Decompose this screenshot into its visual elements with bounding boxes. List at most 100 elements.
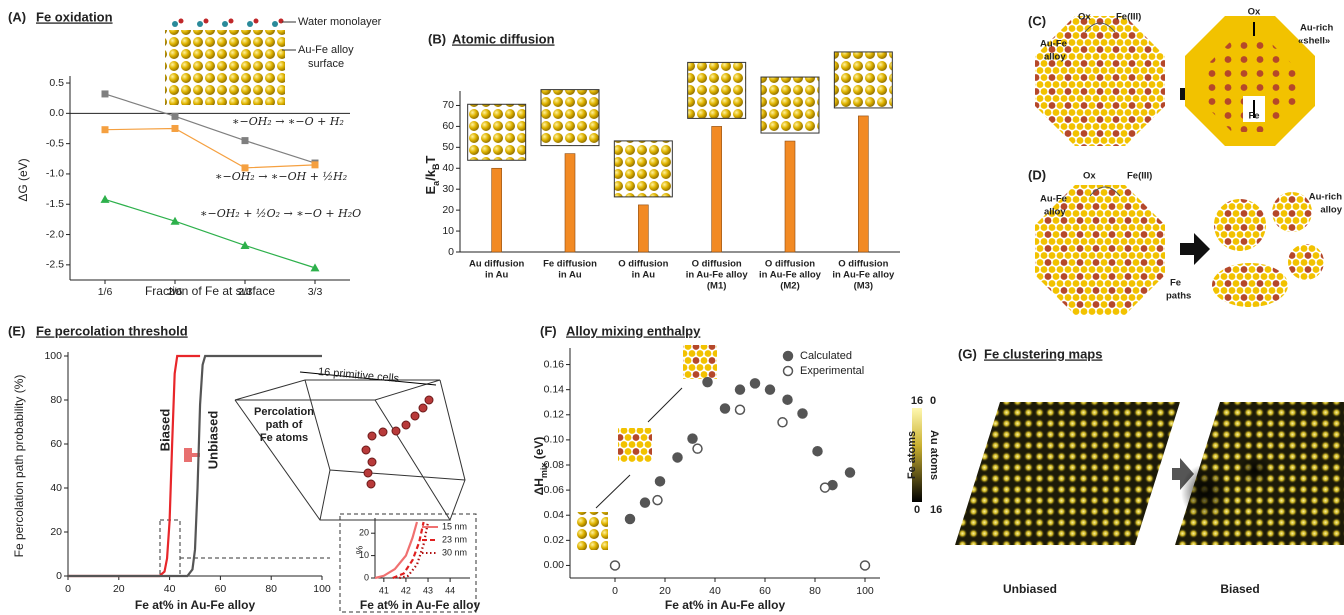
- structure-image: [613, 140, 673, 198]
- x-tick-label: in Au-Fe alloy: [759, 270, 822, 281]
- colorbar-label: 16: [930, 504, 942, 516]
- ylabel-part: (eV): [532, 437, 546, 463]
- y-tick-label: 0.14: [544, 383, 565, 395]
- structure-image: [760, 76, 820, 134]
- annotation: Fe atoms: [260, 432, 308, 444]
- x-tick-label: (M2): [780, 281, 800, 292]
- series-label: Biased: [157, 409, 172, 452]
- y-tick-label: 50: [442, 141, 454, 153]
- x-tick-label: in Au-Fe alloy: [686, 270, 749, 281]
- label: alloy: [1044, 52, 1066, 63]
- marker: [171, 124, 179, 132]
- y-tick-label: 0.00: [544, 559, 565, 571]
- x-tick-label: 80: [809, 585, 821, 597]
- cluster: [1288, 244, 1324, 280]
- ylabel-part: T: [423, 155, 438, 163]
- map-label: Biased: [1220, 582, 1259, 596]
- y-tick-label: 0.5: [49, 77, 64, 89]
- label: Fe(III): [1127, 171, 1152, 182]
- y-tick-label: -2.5: [46, 259, 64, 271]
- x-tick-label: 40: [709, 585, 721, 597]
- point: [702, 376, 713, 388]
- y-axis-label: Ea/kBT: [423, 155, 441, 194]
- label: Fe(III): [1116, 12, 1141, 23]
- series-label: ∗−OH₂ + ½O₂ → ∗−O + H₂O: [200, 207, 361, 220]
- y-tick-label: 60: [50, 438, 62, 450]
- marker: [241, 164, 249, 172]
- legend-label: 30 nm: [442, 547, 467, 557]
- dimension-arrow: [299, 371, 437, 386]
- arrow: [1180, 233, 1210, 265]
- point: [749, 378, 761, 389]
- ylabel-part: /k: [423, 169, 438, 181]
- x-tick-label: 43: [423, 585, 433, 595]
- ylabel-part: ΔH: [532, 478, 546, 495]
- x-axis-label: Fe at% in Au-Fe alloy: [665, 598, 786, 612]
- marker: [101, 126, 109, 134]
- x-tick-label: 2/3: [238, 286, 253, 298]
- point: [734, 404, 746, 416]
- panel-title: Fe clustering maps: [984, 346, 1102, 361]
- x-tick-label: O diffusion: [838, 259, 888, 270]
- x-tick-label: 60: [759, 585, 771, 597]
- point: [719, 403, 731, 414]
- y-axis-label: ΔG (eV): [16, 158, 30, 201]
- y-tick-label: 0.04: [544, 509, 565, 521]
- arrow: [647, 387, 683, 423]
- structure-image: [467, 103, 527, 161]
- point: [777, 417, 788, 428]
- y-tick-label: 0.02: [544, 534, 565, 546]
- panel-title: Fe percolation threshold: [36, 323, 188, 338]
- x-tick-label: Au diffusion: [469, 259, 525, 270]
- x-tick-label: 41: [379, 585, 389, 595]
- point: [734, 384, 746, 395]
- structure-image: [618, 428, 652, 462]
- y-tick-label: 0: [56, 570, 62, 582]
- y-tick-label: -0.5: [46, 137, 64, 149]
- label: Au-rich: [1309, 192, 1342, 203]
- cell-box: [234, 379, 466, 521]
- bar: [858, 115, 869, 253]
- structure-image: [683, 345, 717, 379]
- label: alloy: [1044, 207, 1066, 218]
- y-tick-label: 0.12: [544, 409, 565, 421]
- point: [609, 560, 621, 571]
- map-label: Unbiased: [1003, 582, 1057, 596]
- nanoparticle: [1035, 185, 1165, 315]
- marker: [171, 112, 179, 120]
- marker: [241, 137, 249, 145]
- y-tick-label: 100: [44, 350, 62, 362]
- label: Ox: [1248, 7, 1261, 18]
- colorbar-label: Au atoms: [928, 430, 940, 480]
- y-tick-label: 10: [442, 225, 454, 237]
- depleted-region: [1239, 456, 1271, 484]
- x-tick-label: 20: [113, 583, 125, 595]
- x-tick-label: 0: [65, 583, 71, 595]
- y-tick-label: 20: [359, 528, 369, 538]
- label: Au-rich: [1300, 23, 1333, 34]
- panel-label: (G): [958, 346, 977, 361]
- y-tick-label: -1.0: [46, 168, 64, 180]
- line: [104, 198, 316, 269]
- x-tick-label: in Au: [558, 270, 582, 281]
- y-tick-label: 80: [50, 394, 62, 406]
- point: [654, 476, 666, 487]
- label: alloy: [1320, 205, 1342, 216]
- y-tick-label: 30: [442, 183, 454, 195]
- x-tick-label: 42: [401, 585, 411, 595]
- point: [797, 408, 808, 419]
- ylabel-part: a: [431, 180, 441, 186]
- ylabel-part: B: [431, 163, 441, 170]
- water-molecules: [172, 21, 278, 27]
- x-tick-label: 60: [215, 583, 227, 595]
- panel-label: (A): [8, 9, 26, 24]
- y-tick-label: 0.08: [544, 459, 565, 471]
- y-axis-label: ΔHmix (eV): [532, 437, 549, 496]
- label: Fe: [1248, 111, 1259, 122]
- surface-image: [165, 30, 285, 105]
- colorbar-label: 16: [911, 395, 923, 407]
- line: [68, 354, 322, 578]
- marker: [240, 240, 250, 249]
- label: Ox: [1078, 12, 1091, 23]
- point: [764, 384, 776, 395]
